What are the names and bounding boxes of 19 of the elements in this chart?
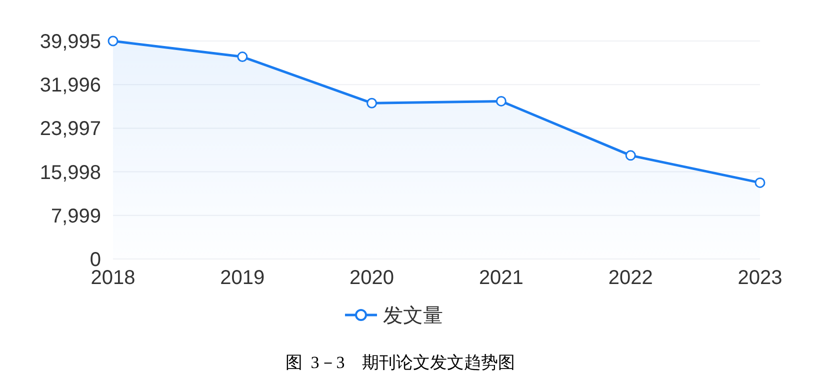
x-tick-label: 2019 (220, 267, 265, 289)
x-tick-label: 2021 (478, 267, 524, 289)
x-tick-label: 2022 (608, 267, 653, 289)
y-tick-label: 7,999 (50, 205, 101, 228)
caption: 图 3－3 期刊论文发文趋势图 (285, 353, 515, 372)
y-tick-label: 15,998 (40, 162, 101, 184)
point (625, 150, 636, 161)
point (496, 96, 506, 106)
point (754, 177, 766, 188)
y-tick-label: 31,996 (40, 74, 101, 97)
legend-label: 发文量 (383, 305, 443, 327)
x-tick-label: 2023 (738, 267, 782, 289)
point (366, 98, 378, 108)
y-tick-label: 39,995 (40, 31, 101, 53)
point (108, 36, 118, 46)
x-tick-label: 2020 (350, 267, 394, 289)
legend: 发文量 (345, 305, 443, 327)
point (237, 52, 248, 62)
y-tick-label: 23,997 (40, 118, 101, 140)
